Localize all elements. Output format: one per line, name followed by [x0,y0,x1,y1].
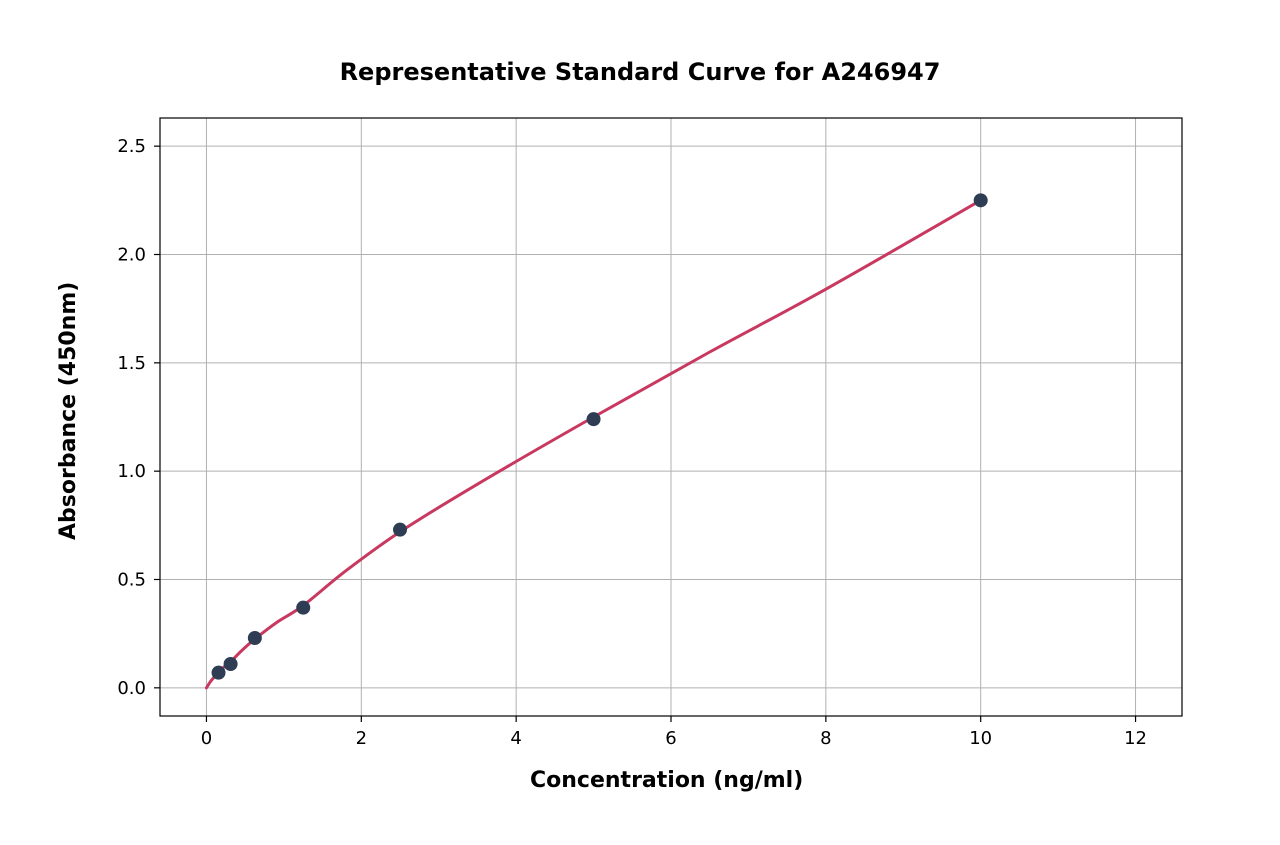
data-points [212,194,987,679]
data-point-marker [394,523,407,536]
data-point-marker [248,632,261,645]
y-tick-label: 0.5 [117,570,146,591]
data-point-marker [587,413,600,426]
x-tick-label: 4 [510,728,521,749]
x-tick-label: 6 [665,728,676,749]
tick-labels: 0 2 4 6 8 10 12 0.0 0.5 1.0 1.5 2.0 2.5 [117,136,1147,749]
x-tick-label: 12 [1124,728,1147,749]
data-point-marker [297,601,310,614]
y-tick-label: 0.0 [117,678,146,699]
grid-lines [160,118,1182,716]
data-point-marker [974,194,987,207]
y-tick-label: 1.0 [117,461,146,482]
x-tick-label: 0 [201,728,212,749]
x-tick-label: 2 [356,728,367,749]
y-tick-label: 2.5 [117,136,146,157]
chart-container: Representative Standard Curve for A24694… [0,0,1280,845]
data-point-marker [212,666,225,679]
data-point-marker [224,658,237,671]
y-tick-label: 1.5 [117,353,146,374]
tick-marks [154,146,1136,722]
x-tick-label: 8 [820,728,831,749]
chart-svg: 0 2 4 6 8 10 12 0.0 0.5 1.0 1.5 2.0 2.5 [0,0,1280,845]
x-tick-label: 10 [969,728,992,749]
standard-curve-line [206,200,980,688]
fitted-curve [206,200,980,688]
y-tick-label: 2.0 [117,245,146,266]
